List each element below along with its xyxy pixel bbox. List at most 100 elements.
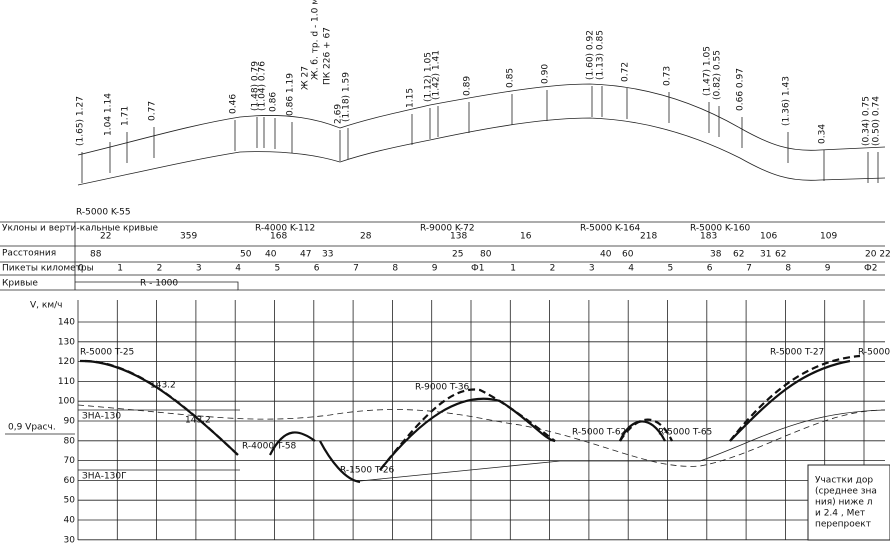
- grade: 109: [820, 232, 837, 242]
- slope-label: (1.60) 0.92: [586, 30, 596, 80]
- note-line: (среднее зна: [815, 487, 877, 497]
- note-line: ния) ниже л: [815, 498, 873, 508]
- y-tick-label: 30: [64, 535, 76, 545]
- picket: 1: [510, 264, 516, 274]
- slope-label: (1.12) 1.05: [424, 52, 434, 102]
- annotation: ЗНА-130Г: [82, 472, 127, 482]
- slope-label: 0.34: [818, 124, 828, 144]
- structure-label: Ж. б. тр. d - 1.0 м: [311, 0, 321, 80]
- annotation: R-4000 T-58: [242, 442, 297, 452]
- slope-label: (1.04) 0.76: [258, 61, 268, 111]
- y-tick-label: 100: [58, 397, 75, 407]
- reference-label: 0,9 Vрасч.: [8, 423, 56, 433]
- picket: 4: [235, 264, 241, 274]
- picket: 6: [707, 264, 713, 274]
- speed-curve: [79, 359, 851, 484]
- picket: Ф1: [471, 264, 484, 274]
- vertical-curve: R-4000 K-112: [255, 224, 315, 234]
- curve: R - 1000: [140, 279, 178, 289]
- picket: 7: [746, 264, 752, 274]
- annotation: R-5000 T-73: [858, 348, 890, 358]
- annotation: R-9000 T-36: [415, 383, 470, 393]
- y-tick-label: 60: [64, 476, 76, 486]
- picket: 5: [668, 264, 674, 274]
- grade: 218: [640, 232, 657, 242]
- distance: 80: [480, 250, 492, 260]
- slope-label: (1.65) 1.27: [76, 96, 86, 146]
- picket: 9: [825, 264, 831, 274]
- grade: 183: [700, 232, 717, 242]
- note-line: перепроект: [815, 520, 871, 530]
- distance: 25: [452, 250, 463, 260]
- structure-label: Ж 27: [301, 66, 311, 90]
- picket: 7: [353, 264, 359, 274]
- speed-thin2: [78, 409, 886, 482]
- distance: 31: [760, 250, 771, 260]
- slope-label: 1.15: [406, 88, 416, 108]
- picket: 6: [314, 264, 320, 274]
- annotation: R-5000 T-27: [770, 348, 824, 358]
- slope-label: (1.48) 0.79: [251, 61, 261, 111]
- structure-label: ПК 226 + 67: [323, 27, 333, 85]
- distance: 47: [300, 250, 311, 260]
- grade: 16: [520, 232, 532, 242]
- annotation: R-5000 T-25: [80, 348, 134, 358]
- distance: 50: [240, 250, 252, 260]
- annotation: ЗНА-130: [82, 412, 121, 422]
- y-tick-label: 140: [58, 318, 75, 328]
- distance: 40: [600, 250, 612, 260]
- slope-label: 0.86: [269, 92, 279, 112]
- picket: 4: [628, 264, 634, 274]
- slope-label: (1.13) 0.85: [596, 30, 606, 80]
- picket: Ф2: [864, 264, 877, 274]
- distance: 60: [622, 250, 634, 260]
- vertical-curve: R-5000 K-160: [690, 224, 751, 234]
- row-label: Уклоны и верти-кальные кривые: [2, 224, 158, 234]
- slope-label: (0.34) 0.75: [862, 96, 872, 146]
- distance: 33: [322, 250, 333, 260]
- slope-label: 0.66 0.97: [736, 68, 746, 111]
- slope-label: (0.50) 0.74: [872, 96, 882, 146]
- note-box: [807, 464, 890, 541]
- profile-bottom: [77, 117, 886, 186]
- row-label: Кривые: [2, 279, 38, 289]
- slope-label: 0.89: [463, 76, 473, 96]
- annotation: R-1500 T-26: [340, 466, 395, 476]
- y-tick-label: 120: [58, 357, 75, 367]
- distance: 62: [775, 250, 786, 260]
- annotation: 143.2: [150, 381, 176, 391]
- picket: 3: [196, 264, 202, 274]
- y-tick-label: 130: [58, 337, 75, 347]
- slope-label: (1.18) 1.59: [342, 72, 352, 122]
- y-tick-label: 90: [64, 417, 76, 427]
- slope-label: 2.69: [334, 104, 344, 124]
- axis-label: V, км/ч: [30, 301, 62, 311]
- distance: 62: [733, 250, 744, 260]
- grade: 22: [100, 232, 111, 242]
- slope-label: 0.73: [663, 66, 673, 86]
- grade: 28: [360, 232, 372, 242]
- profile-top: [77, 83, 886, 156]
- annotation: R-5000 T-62: [572, 428, 626, 438]
- picket: 1: [117, 264, 123, 274]
- speed-thin: [77, 404, 886, 467]
- y-tick-label: 50: [64, 496, 76, 506]
- slope-label: 0.86 1.19: [286, 73, 296, 116]
- y-tick-label: 80: [64, 436, 76, 446]
- slope-label: (1.36) 1.43: [782, 76, 792, 126]
- slope-label: (0.82) 0.55: [713, 50, 723, 100]
- slope-label: (1.42) 1.41: [432, 50, 442, 100]
- speed-grid: [77, 300, 885, 541]
- picket: 3: [589, 264, 595, 274]
- picket: 8: [785, 264, 791, 274]
- grade: 168: [270, 232, 287, 242]
- picket: 2: [157, 264, 163, 274]
- y-tick-label: 40: [64, 516, 76, 526]
- table-grid: [0, 221, 885, 291]
- speed-curve-alt: [84, 354, 861, 471]
- note-line: Участки дор: [815, 476, 873, 486]
- note-line: и 2.4 , Мет: [815, 509, 865, 519]
- distance: 40: [265, 250, 277, 260]
- picket: 8: [392, 264, 398, 274]
